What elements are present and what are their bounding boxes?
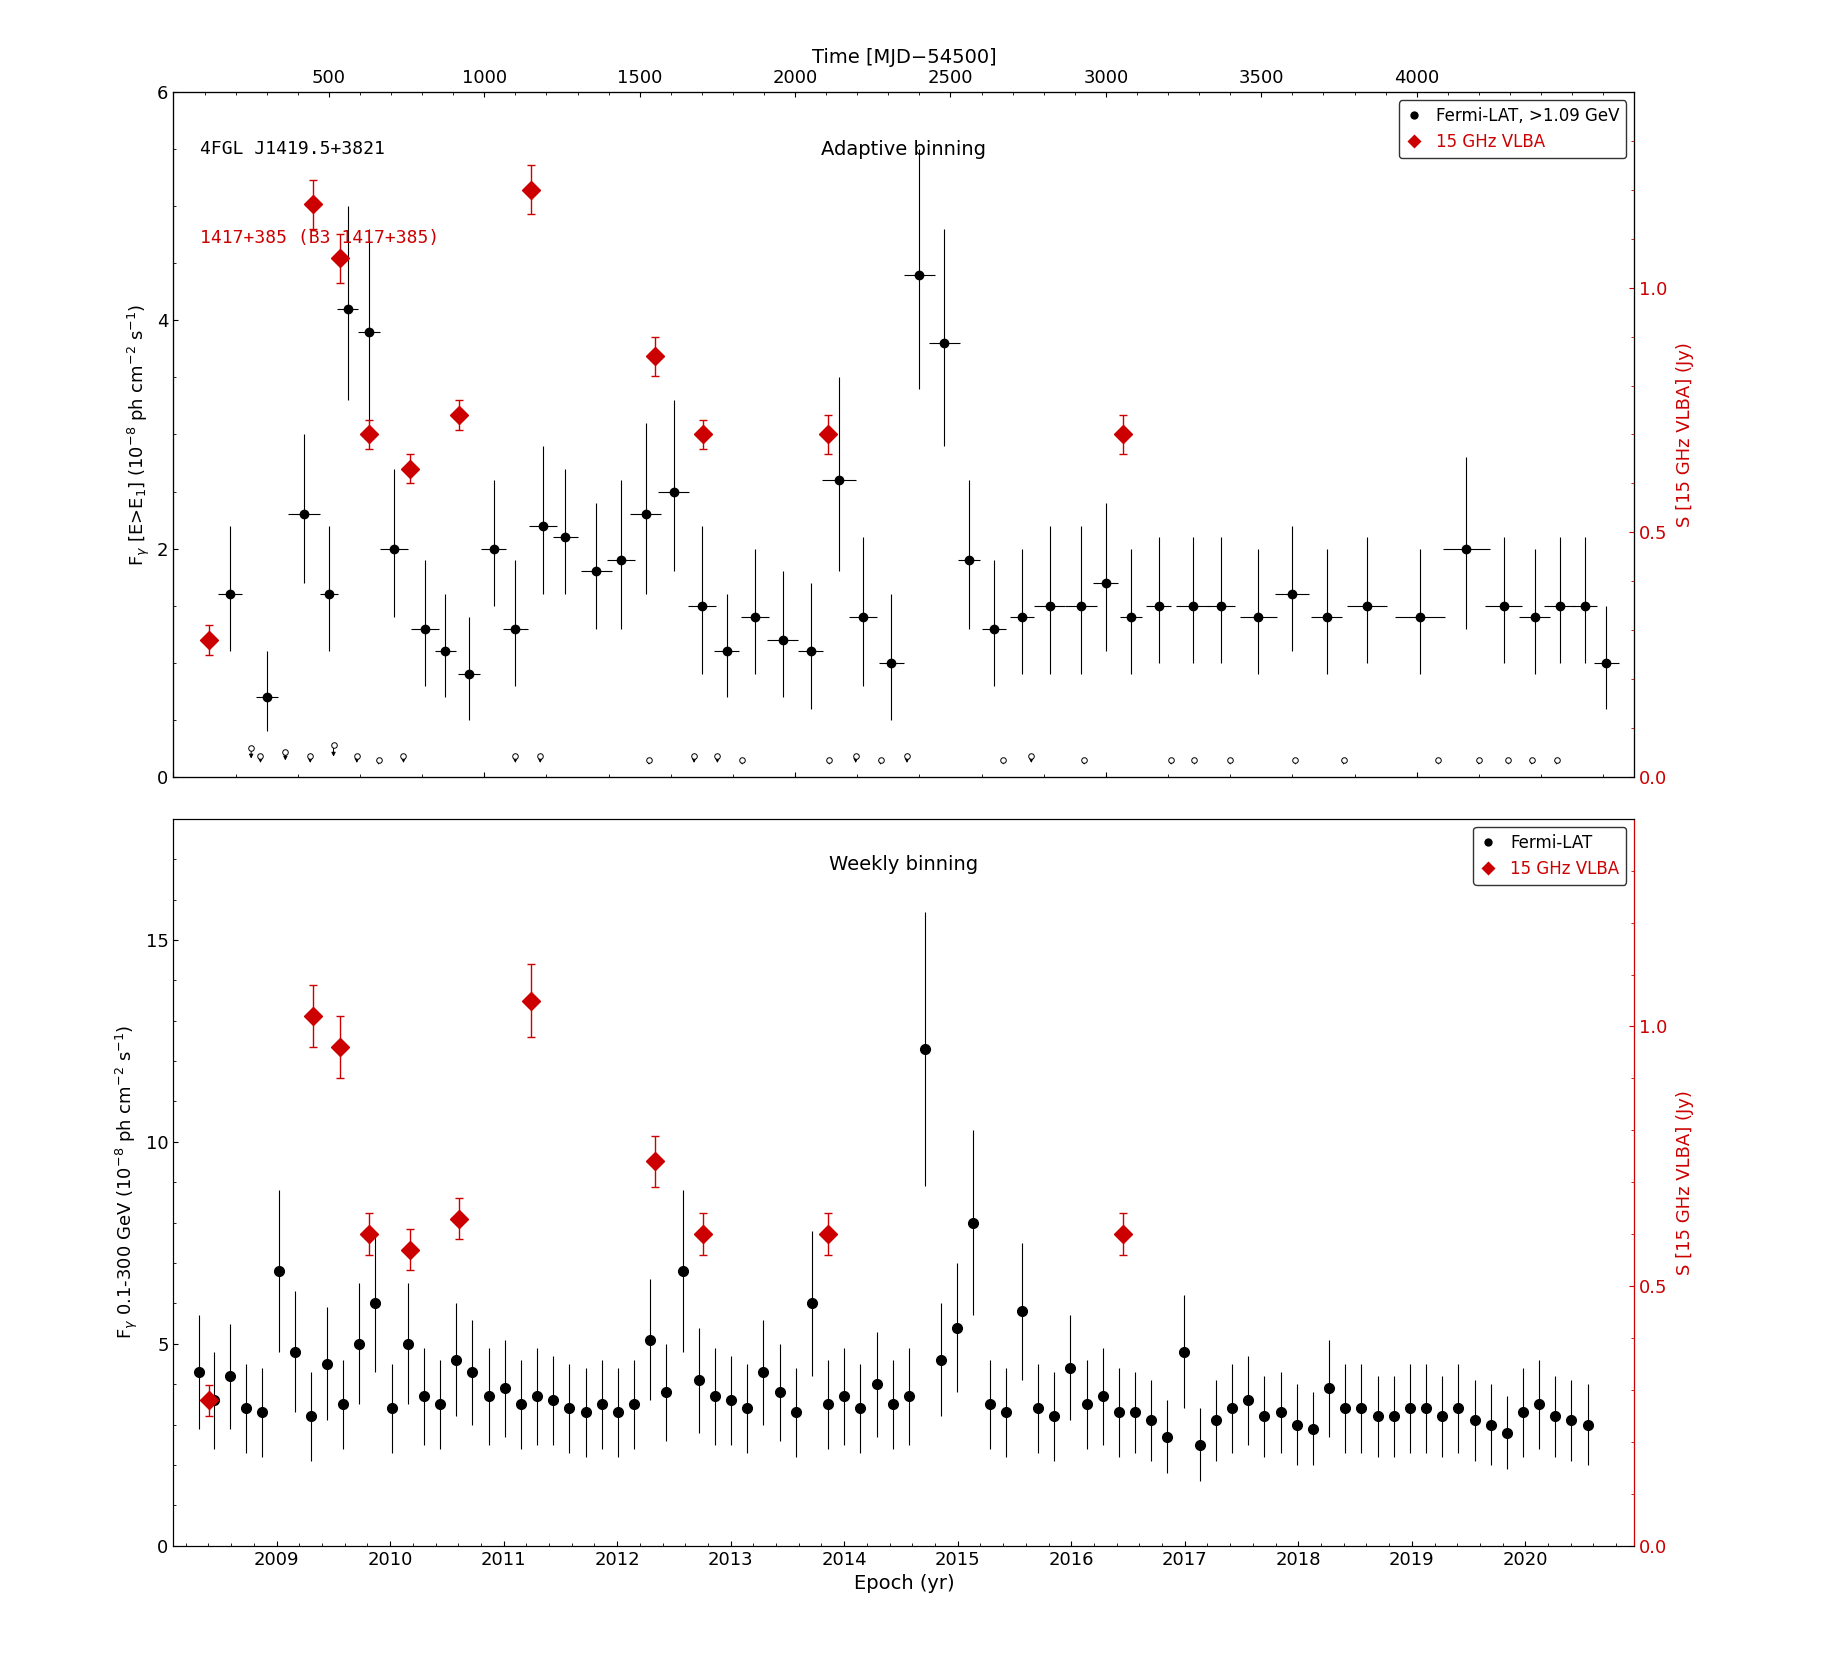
Y-axis label: F$_\gamma$ 0.1-300 GeV (10$^{-8}$ ph cm$^{-2}$ s$^{-1}$): F$_\gamma$ 0.1-300 GeV (10$^{-8}$ ph cm$… bbox=[113, 1024, 141, 1340]
Y-axis label: F$_\gamma$ [E>E$_1$] (10$^{-8}$ ph cm$^{-2}$ s$^{-1}$): F$_\gamma$ [E>E$_1$] (10$^{-8}$ ph cm$^{… bbox=[126, 302, 152, 566]
X-axis label: Epoch (yr): Epoch (yr) bbox=[853, 1574, 955, 1592]
Legend: Fermi-LAT, 15 GHz VLBA: Fermi-LAT, 15 GHz VLBA bbox=[1474, 827, 1625, 884]
Text: 1417+385 (B3 1417+385): 1417+385 (B3 1417+385) bbox=[199, 229, 438, 247]
X-axis label: Time [MJD−54500]: Time [MJD−54500] bbox=[811, 48, 997, 67]
Y-axis label: S [15 GHz VLBA] (Jy): S [15 GHz VLBA] (Jy) bbox=[1676, 343, 1695, 526]
Text: Weekly binning: Weekly binning bbox=[829, 856, 979, 874]
Text: Adaptive binning: Adaptive binning bbox=[822, 140, 986, 159]
Legend: Fermi-LAT, >1.09 GeV, 15 GHz VLBA: Fermi-LAT, >1.09 GeV, 15 GHz VLBA bbox=[1399, 100, 1625, 157]
Text: 4FGL J1419.5+3821: 4FGL J1419.5+3821 bbox=[199, 140, 385, 157]
Y-axis label: S [15 GHz VLBA] (Jy): S [15 GHz VLBA] (Jy) bbox=[1676, 1089, 1695, 1275]
